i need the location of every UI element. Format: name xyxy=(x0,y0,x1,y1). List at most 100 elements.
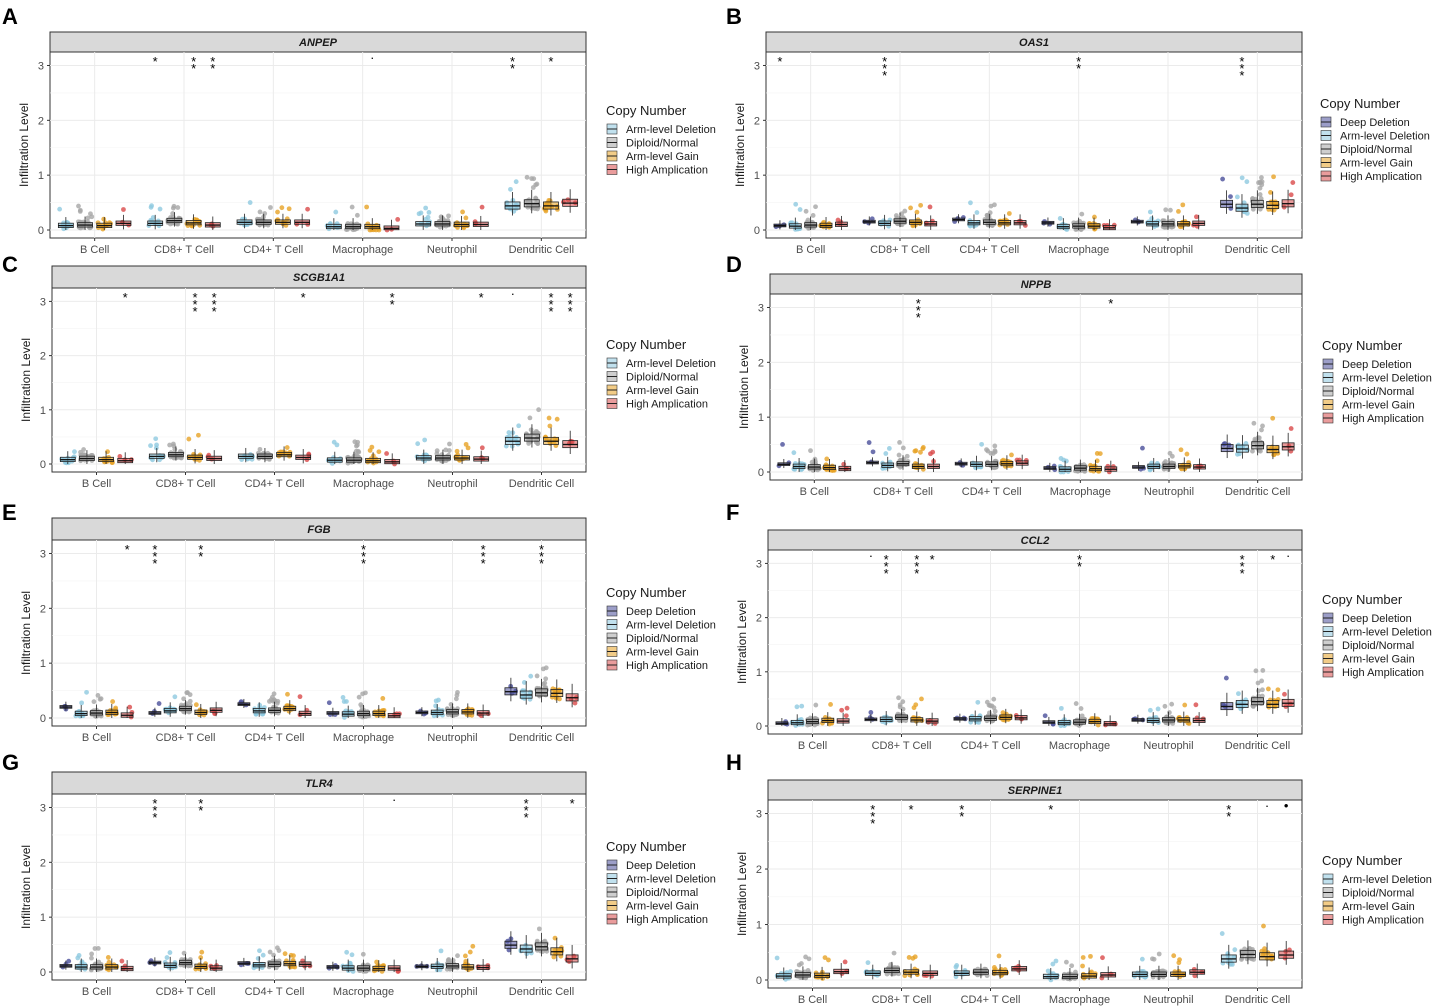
box-high-amplication xyxy=(117,452,134,464)
data-point xyxy=(463,953,468,959)
legend-entry: Arm-level Deletion xyxy=(626,358,716,370)
significance-mark: * xyxy=(198,542,203,557)
data-point xyxy=(170,205,176,211)
data-point xyxy=(455,953,460,959)
data-point xyxy=(275,209,280,215)
data-point xyxy=(170,441,176,447)
data-point xyxy=(438,948,444,954)
legend: Copy Number Deep Deletion Arm-level Deleti… xyxy=(606,839,716,926)
significance-mark: * xyxy=(916,303,921,318)
data-point xyxy=(528,673,534,679)
box-arm-level-gain xyxy=(823,459,836,472)
data-point xyxy=(521,680,527,685)
box-arm-level-gain xyxy=(461,958,475,972)
data-point xyxy=(902,208,908,214)
data-point xyxy=(826,957,831,963)
significance-mark: * xyxy=(481,549,486,564)
box-arm-level-gain xyxy=(372,705,386,718)
data-point xyxy=(92,946,98,951)
box-high-amplication xyxy=(209,701,223,717)
facet-strip-title: CCL2 xyxy=(1021,535,1050,547)
category-group: Dendritic Cell xyxy=(1220,174,1296,256)
data-point xyxy=(900,699,906,705)
data-point xyxy=(886,446,892,451)
data-point xyxy=(465,445,471,451)
box-arm-level-deletion xyxy=(1235,690,1249,714)
legend-entry: Arm-level Deletion xyxy=(1342,627,1432,639)
significance-mark: * xyxy=(1076,61,1081,76)
data-point xyxy=(542,680,548,686)
box-high-amplication xyxy=(294,213,311,229)
y-tick-label: 3 xyxy=(756,809,762,821)
data-point xyxy=(1259,678,1265,684)
y-axis-label: Infiltration Level xyxy=(737,345,751,429)
box-high-amplication xyxy=(1193,458,1206,472)
data-point xyxy=(1063,959,1069,965)
significance-mark: * xyxy=(570,796,575,811)
data-point xyxy=(156,701,162,706)
data-point xyxy=(774,955,780,961)
box-deep-deletion xyxy=(148,707,162,717)
box-arm-level-gain xyxy=(910,711,924,726)
data-point xyxy=(1088,953,1093,959)
x-tick-label: Neutrophil xyxy=(427,732,477,744)
facet-strip-title: SCGB1A1 xyxy=(293,272,345,284)
box-diploid-normal xyxy=(1162,457,1176,472)
data-point xyxy=(1058,456,1064,461)
data-point xyxy=(154,442,159,448)
box-deep-deletion xyxy=(864,714,878,724)
y-tick-label: 0 xyxy=(38,225,44,237)
data-point xyxy=(534,673,540,679)
significance-mark: * xyxy=(549,297,554,312)
box-arm-level-gain xyxy=(1000,455,1014,470)
box-high-amplication xyxy=(295,449,312,464)
data-point xyxy=(1009,452,1014,458)
data-point xyxy=(268,205,273,210)
data-point xyxy=(1237,451,1242,457)
data-point xyxy=(1194,214,1199,220)
x-tick-label: CD8+ T Cell xyxy=(156,478,216,490)
category-group: B Cell xyxy=(775,702,850,752)
box-arm-level-gain xyxy=(821,712,835,726)
y-tick-label: 2 xyxy=(38,115,44,127)
data-point xyxy=(527,415,533,421)
y-axis-label: Infiltration Level xyxy=(733,103,747,187)
significance-mark: * xyxy=(301,290,306,305)
box-arm-level-gain xyxy=(1259,942,1275,967)
box-deep-deletion xyxy=(1041,217,1055,227)
data-point xyxy=(991,705,997,711)
box-diploid-normal xyxy=(795,966,811,980)
category-group: CD4+ T Cell xyxy=(952,200,1028,256)
data-point xyxy=(987,703,993,709)
significance-mark: * xyxy=(481,556,486,571)
legend-entry: Diploid/Normal xyxy=(1342,640,1414,652)
x-tick-label: B Cell xyxy=(796,244,825,256)
legend-entry: Diploid/Normal xyxy=(626,633,698,645)
data-point xyxy=(1232,947,1238,953)
box-arm-level-deletion xyxy=(1056,218,1070,230)
box-high-amplication xyxy=(1100,966,1117,980)
data-point xyxy=(76,953,82,958)
box-arm-level-gain xyxy=(911,457,925,472)
data-point xyxy=(119,958,125,964)
box-deep-deletion xyxy=(1043,462,1057,472)
box-arm-level-deletion xyxy=(430,703,444,718)
box-arm-level-deletion xyxy=(415,215,432,230)
data-point xyxy=(1079,211,1085,217)
data-point xyxy=(333,209,339,215)
y-tick-label: 1 xyxy=(756,920,762,932)
data-point xyxy=(422,437,428,443)
x-tick-label: CD8+ T Cell xyxy=(873,486,933,498)
x-tick-label: Dendritic Cell xyxy=(1225,994,1290,1006)
box-deep-deletion xyxy=(1220,190,1233,214)
data-point xyxy=(450,958,456,963)
data-point xyxy=(275,698,281,704)
significance-mark: * xyxy=(568,304,573,319)
category-group: CD8+ T Cell xyxy=(146,203,221,256)
data-point xyxy=(1069,963,1075,969)
box-arm-level-deletion xyxy=(879,711,893,726)
box-diploid-normal xyxy=(804,216,818,230)
significance-mark: * xyxy=(916,296,921,311)
significance-mark: * xyxy=(1239,68,1244,83)
category-group: Dendritic Cell xyxy=(503,407,579,490)
